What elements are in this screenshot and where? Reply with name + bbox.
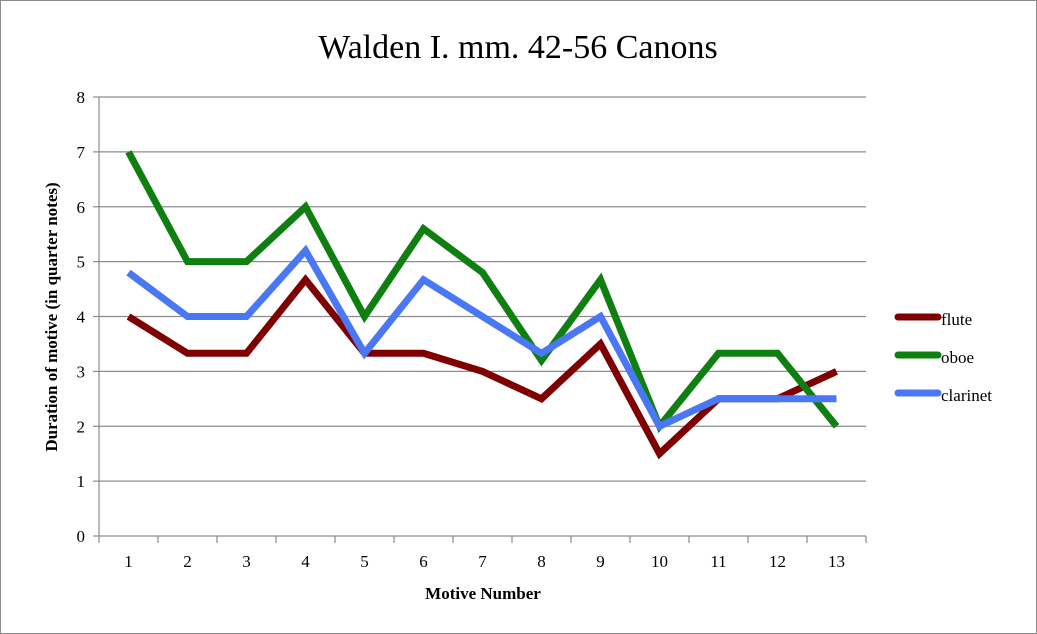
series-lines (125, 150, 840, 460)
x-tick-label: 5 (360, 552, 369, 571)
x-tick-label: 2 (183, 552, 192, 571)
y-tick-label: 4 (77, 308, 86, 327)
x-tick-label: 10 (651, 552, 668, 571)
y-tick-label: 6 (77, 198, 86, 217)
chart-title: Walden I. mm. 42-56 Canons (318, 29, 718, 66)
y-tick-label: 5 (77, 253, 86, 272)
legend-label-flute: flute (941, 310, 972, 329)
legend-label-clarinet: clarinet (941, 386, 992, 405)
y-tick-label: 1 (77, 472, 86, 491)
legend: flute oboe clarinet (894, 310, 992, 405)
x-tick-label: 3 (242, 552, 251, 571)
x-tick-label: 6 (419, 552, 428, 571)
series-line-clarinet (126, 244, 837, 431)
y-tick-label: 0 (77, 527, 86, 546)
axes (93, 96, 867, 543)
x-tick-label: 7 (478, 552, 487, 571)
x-axis-label: Motive Number (425, 584, 541, 603)
x-tick-label: 4 (301, 552, 310, 571)
y-tick-labels: 0 1 2 3 4 5 6 7 8 (77, 88, 86, 546)
gridlines (99, 96, 866, 482)
x-tick-label: 13 (828, 552, 845, 571)
x-tick-label: 9 (596, 552, 605, 571)
x-tick-label: 1 (124, 552, 133, 571)
y-tick-label: 2 (77, 417, 86, 436)
x-tick-label: 8 (537, 552, 546, 571)
y-tick-label: 3 (77, 362, 86, 381)
series-line-oboe (125, 150, 840, 434)
series-line-flute (126, 274, 838, 460)
x-tick-label: 11 (710, 552, 726, 571)
x-tick-labels: 1 2 3 4 5 6 7 8 9 10 11 12 13 (124, 552, 845, 571)
y-axis-label: Duration of motive (in quarter notes) (42, 182, 61, 451)
legend-label-oboe: oboe (941, 348, 974, 367)
y-tick-label: 8 (77, 88, 86, 107)
x-tick-label: 12 (769, 552, 786, 571)
y-tick-label: 7 (77, 143, 86, 162)
